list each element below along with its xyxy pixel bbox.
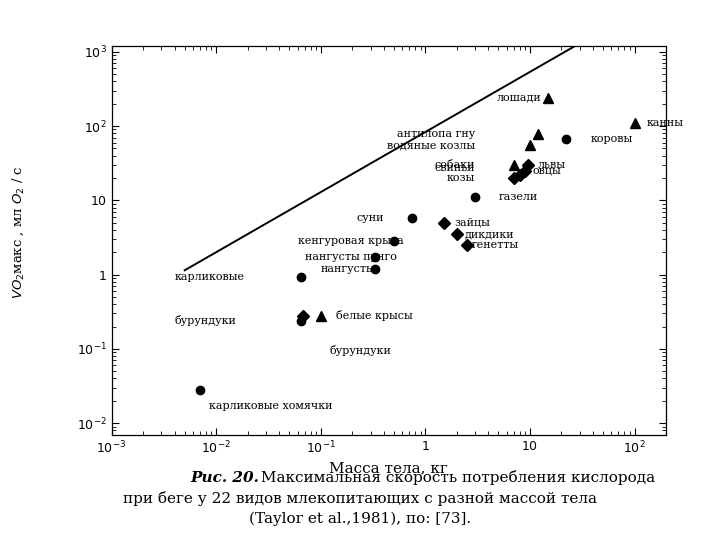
Text: карликовые: карликовые xyxy=(174,272,245,282)
Text: овцы: овцы xyxy=(532,166,561,176)
Text: (Taylor et al.,1981), по: [73].: (Taylor et al.,1981), по: [73]. xyxy=(249,512,471,526)
Text: карликовые хомячки: карликовые хомячки xyxy=(209,401,333,411)
Text: канны: канны xyxy=(647,118,683,128)
Text: бурундуки: бурундуки xyxy=(174,315,236,326)
Text: лошади: лошади xyxy=(497,93,542,103)
Text: львы: львы xyxy=(539,160,566,170)
Text: суни: суни xyxy=(356,213,384,223)
Text: коровы: коровы xyxy=(590,133,633,144)
Text: зайцы: зайцы xyxy=(454,218,490,228)
Text: антилопа гну: антилопа гну xyxy=(397,129,475,139)
Text: при беге у 22 видов млекопитающих с разной массой тела: при беге у 22 видов млекопитающих с разн… xyxy=(123,491,597,506)
Text: собаки: собаки xyxy=(435,160,475,170)
Text: Рис. 20.: Рис. 20. xyxy=(191,471,260,485)
Text: нангусты: нангусты xyxy=(321,264,376,274)
Text: козы: козы xyxy=(447,173,475,183)
Text: нангусты пунго: нангусты пунго xyxy=(305,252,397,261)
Text: кенгуровая крыса: кенгуровая крыса xyxy=(297,237,403,246)
X-axis label: Масса тела, кг: Масса тела, кг xyxy=(330,462,448,476)
Text: Максимальная скорость потребления кислорода: Максимальная скорость потребления кислор… xyxy=(256,470,654,485)
Text: генетты: генетты xyxy=(472,240,519,250)
Text: $VO_2$макс , мл $O_2$ / с: $VO_2$макс , мл $O_2$ / с xyxy=(10,165,26,299)
Text: дикдики: дикдики xyxy=(465,229,515,239)
Text: водяные козлы: водяные козлы xyxy=(387,140,475,150)
Text: газели: газели xyxy=(498,192,538,202)
Text: бурундуки: бурундуки xyxy=(329,345,391,356)
Text: белые крысы: белые крысы xyxy=(336,310,413,321)
Text: свиньи: свиньи xyxy=(435,163,475,173)
